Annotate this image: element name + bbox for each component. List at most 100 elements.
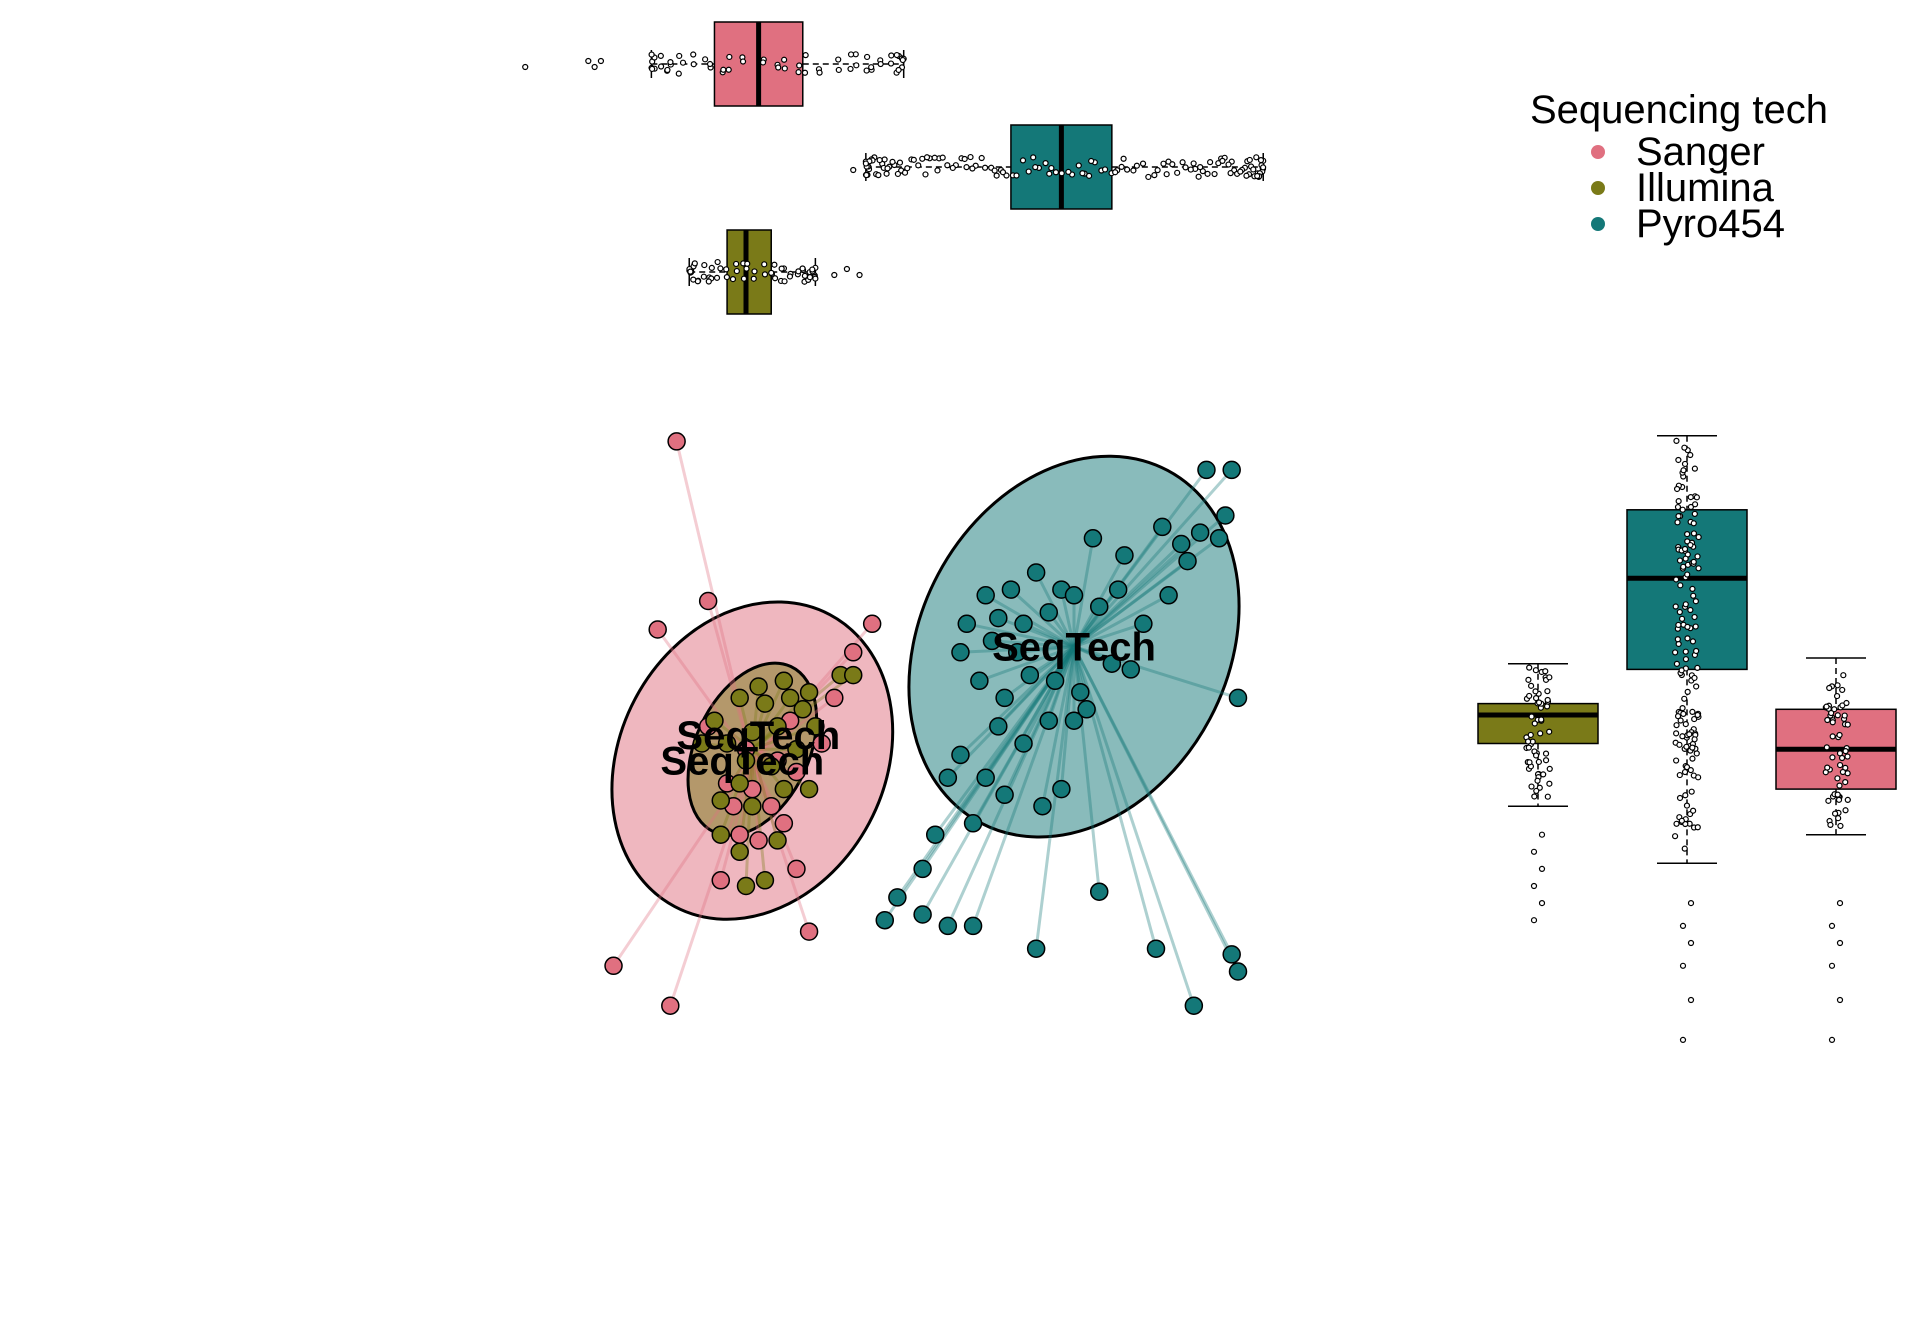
jitter-point xyxy=(1526,692,1533,700)
jitter-point xyxy=(847,65,854,73)
jitter-point xyxy=(1690,807,1697,814)
point-pyro454 xyxy=(925,825,945,844)
point-pyro454 xyxy=(1222,945,1241,964)
jitter-point xyxy=(690,61,697,68)
jitter-point xyxy=(889,158,896,165)
jitter-point xyxy=(801,272,808,279)
jitter-point xyxy=(1227,170,1234,177)
jitter-point xyxy=(1687,767,1694,774)
jitter-point xyxy=(1839,768,1846,776)
spider-line-illumina xyxy=(750,748,779,841)
jitter-point xyxy=(1250,166,1257,173)
spider-line-illumina xyxy=(751,724,816,751)
jitter-point xyxy=(1204,170,1211,177)
spider-line-sanger xyxy=(750,759,786,824)
point-illumina xyxy=(711,825,731,844)
jitter-point xyxy=(1842,807,1849,814)
point-pyro454 xyxy=(1039,711,1059,730)
spider-line-sanger xyxy=(751,742,823,763)
centroid-label-pyro454: SeqTech xyxy=(992,626,1156,670)
spider-line-pyro454 xyxy=(1072,538,1095,647)
point-pyro454 xyxy=(1228,962,1248,981)
jitter-point xyxy=(1692,598,1699,605)
jitter-point xyxy=(1195,173,1202,180)
jitter-point xyxy=(744,260,751,267)
jitter-point xyxy=(1689,638,1697,645)
outlier-point xyxy=(1828,922,1836,930)
spider-line-pyro454 xyxy=(1022,645,1076,745)
jitter-point xyxy=(1681,695,1688,702)
jitter-point xyxy=(1824,764,1831,771)
jitter-point xyxy=(1065,168,1072,176)
jitter-point xyxy=(1674,519,1681,526)
jitter-point xyxy=(1687,494,1694,501)
jitter-point xyxy=(1829,719,1836,726)
spider-line-pyro454 xyxy=(984,645,1076,779)
jitter-point xyxy=(725,66,732,73)
jitter-point xyxy=(877,60,884,68)
jitter-point xyxy=(708,264,715,272)
jitter-point xyxy=(1682,648,1689,655)
spider-line-pyro454 xyxy=(991,639,1075,649)
point-pyro454 xyxy=(1115,546,1134,565)
jitter-point xyxy=(649,65,656,73)
jitter-point xyxy=(1834,791,1841,798)
jitter-point xyxy=(1682,720,1689,728)
point-pyro454 xyxy=(1146,939,1166,958)
point-illumina xyxy=(761,757,781,776)
jitter-point xyxy=(1831,706,1838,713)
jitter-point xyxy=(1145,173,1152,181)
jitter-point xyxy=(739,58,747,65)
legend-label-illumina: Illumina xyxy=(1636,166,1775,210)
point-illumina xyxy=(743,722,762,742)
jitter-point xyxy=(884,165,891,172)
jitter-point xyxy=(863,67,870,74)
point-pyro454 xyxy=(1014,734,1033,753)
jitter-point xyxy=(1836,782,1843,789)
point-sanger xyxy=(825,688,844,708)
point-illumina xyxy=(799,682,819,702)
spider-line-pyro454 xyxy=(1072,469,1208,648)
jitter-point xyxy=(1260,164,1267,171)
point-pyro454 xyxy=(1014,614,1033,634)
jitter-point xyxy=(931,154,938,161)
jitter-point xyxy=(1160,160,1167,167)
jitter-point xyxy=(1676,557,1684,564)
jitter-point xyxy=(1543,703,1551,710)
point-pyro454 xyxy=(951,643,970,662)
spider-line-pyro454 xyxy=(997,616,1075,649)
jitter-point xyxy=(1673,820,1680,827)
jitter-point xyxy=(802,52,809,59)
point-pyro454 xyxy=(1020,665,1040,685)
jitter-point xyxy=(1687,541,1694,549)
jitter-point xyxy=(1838,754,1846,762)
jitter-point xyxy=(1676,794,1684,802)
point-pyro454 xyxy=(1039,603,1059,622)
jitter-point xyxy=(1532,688,1539,695)
jitter-point xyxy=(1019,157,1027,164)
outlier-point xyxy=(1828,962,1836,969)
point-illumina xyxy=(806,717,825,736)
jitter-point xyxy=(1544,793,1551,800)
jitter-point xyxy=(949,164,956,172)
jitter-point xyxy=(1676,741,1683,748)
jitter-point xyxy=(1025,168,1032,175)
point-pyro454 xyxy=(1089,597,1109,616)
jitter-point xyxy=(888,52,895,59)
jitter-point xyxy=(1190,160,1197,167)
jitter-point xyxy=(648,51,655,58)
jitter-point xyxy=(1030,154,1037,161)
jitter-point xyxy=(1112,169,1119,176)
point-pyro454 xyxy=(1159,586,1178,605)
jitter-point xyxy=(1834,712,1841,719)
point-pyro454 xyxy=(951,745,970,765)
jitter-point xyxy=(1544,696,1551,704)
outlier-point xyxy=(1687,899,1695,907)
jitter-point xyxy=(1829,733,1836,740)
jitter-point xyxy=(1525,676,1532,683)
jitter-point xyxy=(1684,635,1691,642)
jitter-point xyxy=(1535,758,1542,766)
point-sanger xyxy=(730,825,749,844)
point-pyro454 xyxy=(1153,517,1172,537)
